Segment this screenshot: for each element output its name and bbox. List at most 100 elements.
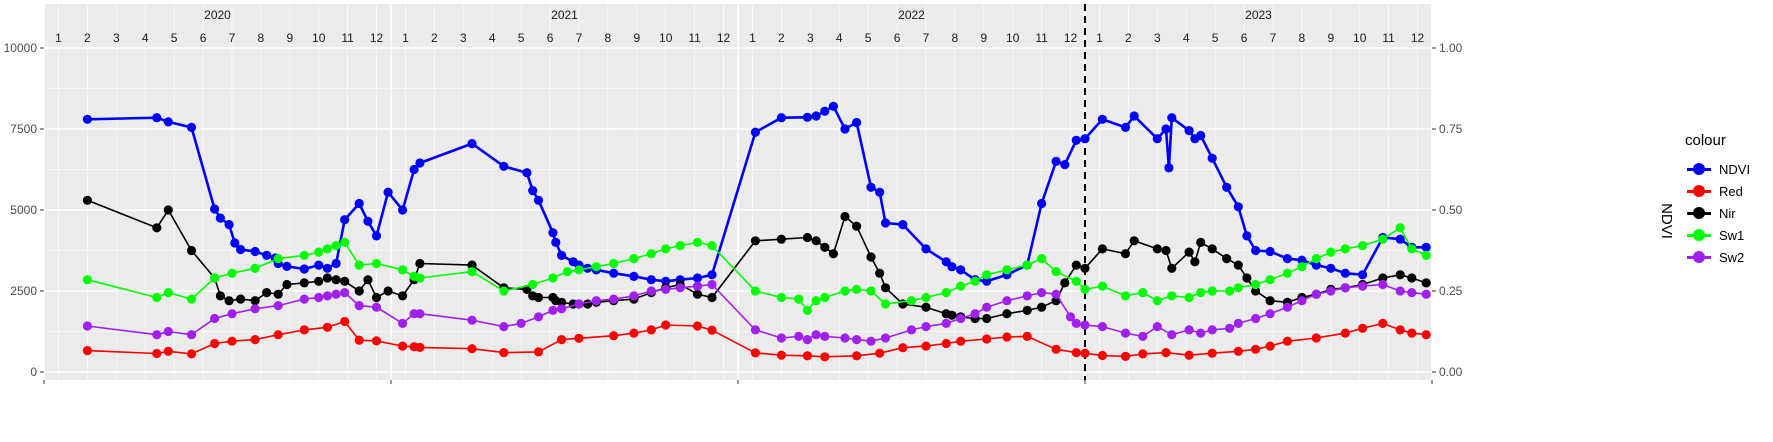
data-point-nir bbox=[340, 276, 350, 286]
data-point-sw1 bbox=[906, 296, 917, 306]
data-point-sw2 bbox=[1051, 289, 1061, 299]
data-point-ndvi bbox=[1340, 268, 1350, 278]
data-point-red bbox=[1161, 348, 1171, 358]
month-label: 9 bbox=[633, 31, 640, 45]
data-point-ndvi bbox=[210, 204, 220, 214]
data-point-ndvi bbox=[1395, 234, 1405, 244]
data-point-ndvi bbox=[707, 270, 717, 280]
data-point-sw1 bbox=[574, 265, 584, 275]
data-point-nir bbox=[82, 195, 92, 205]
data-point-sw1 bbox=[1022, 260, 1032, 270]
data-point-sw1 bbox=[1037, 254, 1047, 264]
data-point-nir bbox=[1080, 263, 1090, 273]
data-point-sw1 bbox=[398, 265, 408, 275]
month-label: 11 bbox=[1035, 31, 1048, 45]
data-point-sw2 bbox=[210, 313, 220, 324]
legend-item-sw1: Sw1 bbox=[1685, 224, 1765, 246]
data-point-ndvi bbox=[1051, 156, 1061, 166]
data-point-sw1 bbox=[1167, 291, 1177, 301]
series-layer bbox=[82, 101, 1431, 362]
year-label: 2021 bbox=[551, 8, 578, 22]
data-point-red bbox=[1340, 328, 1350, 338]
data-point-sw2 bbox=[1407, 288, 1417, 298]
data-point-sw2 bbox=[273, 301, 283, 311]
data-point-ndvi bbox=[921, 244, 931, 254]
data-point-nir bbox=[947, 310, 957, 320]
data-point-sw1 bbox=[811, 296, 821, 306]
data-point-sw2 bbox=[840, 333, 850, 343]
data-point-sw1 bbox=[970, 276, 980, 286]
data-point-sw1 bbox=[467, 267, 477, 277]
data-point-ndvi bbox=[811, 111, 821, 121]
data-point-red bbox=[609, 331, 619, 341]
data-point-sw2 bbox=[557, 304, 567, 314]
data-point-ndvi bbox=[1161, 124, 1171, 134]
data-point-ndvi bbox=[250, 246, 260, 257]
data-point-red bbox=[1051, 344, 1061, 354]
month-label: 8 bbox=[258, 31, 265, 45]
data-point-nir bbox=[583, 299, 593, 309]
data-point-red bbox=[1378, 318, 1388, 328]
data-point-sw1 bbox=[562, 267, 573, 277]
legend-key bbox=[1685, 248, 1713, 266]
data-point-sw1 bbox=[591, 262, 601, 272]
data-point-ndvi bbox=[802, 112, 813, 122]
data-point-sw2 bbox=[331, 289, 341, 299]
data-point-ndvi bbox=[1421, 242, 1431, 252]
month-label: 3 bbox=[460, 31, 467, 45]
data-point-red bbox=[340, 316, 350, 327]
data-point-sw1 bbox=[1326, 247, 1336, 257]
data-point-ndvi bbox=[1326, 263, 1336, 273]
data-point-sw1 bbox=[1196, 288, 1206, 298]
data-point-ndvi bbox=[1251, 245, 1261, 256]
data-point-nir bbox=[163, 205, 173, 215]
month-label: 7 bbox=[576, 31, 583, 45]
data-point-sw1 bbox=[1184, 292, 1194, 303]
month-label: 12 bbox=[1064, 31, 1078, 45]
data-point-ndvi bbox=[1282, 254, 1292, 264]
data-point-sw1 bbox=[675, 241, 685, 251]
y2-tick-label: 0.50 bbox=[1439, 203, 1463, 217]
data-point-sw2 bbox=[1152, 322, 1162, 332]
data-point-sw1 bbox=[227, 268, 237, 278]
data-point-red bbox=[1395, 325, 1405, 335]
data-point-sw1 bbox=[776, 292, 787, 303]
data-point-sw2 bbox=[629, 291, 639, 301]
data-point-red bbox=[750, 348, 761, 358]
data-point-sw1 bbox=[548, 273, 558, 283]
data-point-nir bbox=[322, 273, 332, 283]
data-point-sw1 bbox=[646, 249, 656, 259]
data-point-ndvi bbox=[163, 117, 173, 127]
month-label: 5 bbox=[171, 31, 178, 45]
data-point-sw1 bbox=[609, 258, 619, 269]
data-point-ndvi bbox=[1207, 153, 1217, 163]
data-point-nir bbox=[1152, 244, 1162, 254]
data-point-nir bbox=[398, 291, 408, 301]
data-point-sw2 bbox=[1225, 323, 1235, 333]
data-point-nir bbox=[215, 291, 225, 301]
data-point-red bbox=[707, 325, 717, 335]
data-point-sw2 bbox=[250, 304, 260, 314]
data-point-nir bbox=[1071, 260, 1081, 270]
data-point-nir bbox=[1129, 236, 1139, 246]
data-point-ndvi bbox=[152, 113, 162, 123]
month-label: 10 bbox=[1353, 31, 1367, 45]
data-point-sw1 bbox=[692, 237, 703, 247]
data-point-red bbox=[1407, 328, 1417, 338]
data-point-ndvi bbox=[528, 186, 538, 196]
data-point-sw1 bbox=[1225, 286, 1235, 296]
data-point-nir bbox=[273, 289, 283, 299]
month-label: 1 bbox=[55, 31, 62, 45]
month-label: 9 bbox=[980, 31, 987, 45]
data-point-nir bbox=[1022, 305, 1032, 315]
month-label: 3 bbox=[807, 31, 814, 45]
data-point-nir bbox=[383, 286, 393, 296]
data-point-ndvi bbox=[1164, 163, 1174, 173]
data-point-red bbox=[921, 341, 931, 351]
data-point-sw2 bbox=[609, 294, 619, 304]
data-point-red bbox=[982, 334, 992, 344]
data-point-red bbox=[941, 338, 951, 349]
data-point-sw1 bbox=[1251, 279, 1261, 290]
data-point-ndvi bbox=[866, 182, 876, 192]
data-point-sw2 bbox=[299, 294, 309, 304]
